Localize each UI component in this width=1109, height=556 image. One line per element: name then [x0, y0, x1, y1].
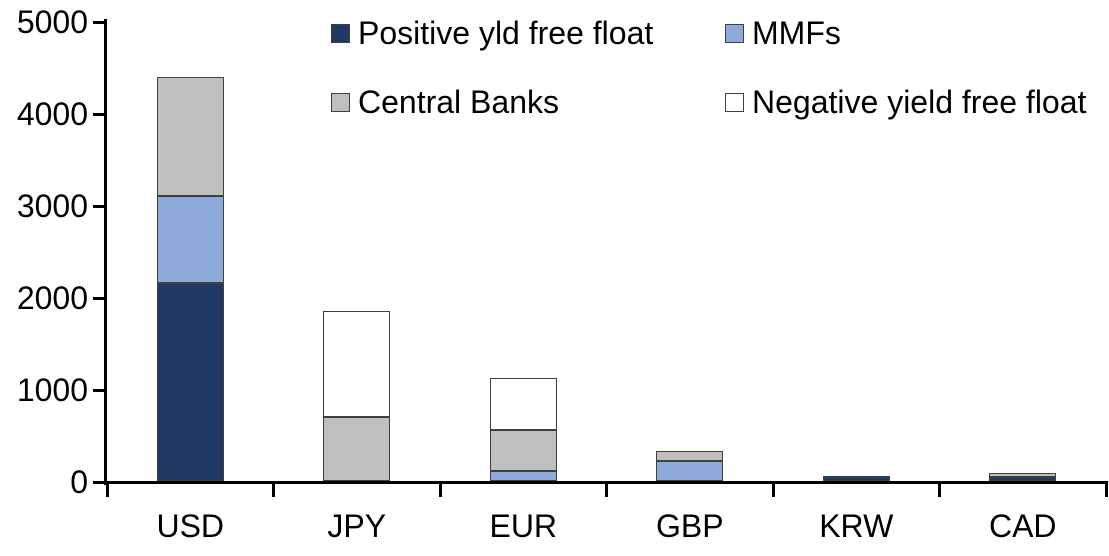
- bar-segment-usd-positive-yld-free-float: [156, 283, 224, 481]
- legend-label: MMFs: [752, 15, 841, 51]
- legend-label: Central Banks: [358, 84, 559, 120]
- legend-swatch-central-banks: [331, 92, 350, 112]
- bar-segment-eur-central-banks: [489, 430, 557, 471]
- x-axis-tick: [605, 481, 608, 497]
- bar-segment-cad-central-banks: [989, 473, 1057, 478]
- legend-item-positive-yld-free-float: Positive yld free float: [331, 15, 653, 51]
- x-axis-category-label-cad: CAD: [988, 508, 1057, 544]
- x-axis-category-label-krw: KRW: [819, 508, 894, 544]
- y-axis-tick-label: 0: [70, 464, 88, 500]
- x-axis-tick: [105, 481, 109, 497]
- legend-item-mmfs: MMFs: [725, 15, 841, 51]
- y-axis-tick-label: 5000: [16, 4, 88, 40]
- bar-segment-eur-negative-yield-free-float: [489, 377, 557, 431]
- y-axis-tick-label: 4000: [16, 96, 88, 132]
- x-axis-tick: [272, 481, 275, 497]
- x-axis-tick: [938, 481, 941, 497]
- bar-segment-gbp-central-banks: [656, 450, 724, 461]
- x-axis-category-label-gbp: GBP: [655, 508, 724, 544]
- y-axis-tick-label: 2000: [16, 280, 88, 316]
- x-axis-tick: [771, 481, 775, 497]
- bar-segment-usd-central-banks: [156, 77, 224, 196]
- legend-label: Positive yld free float: [358, 15, 654, 51]
- y-axis-tick: [93, 296, 104, 300]
- bar-segment-krw-positive-yld-free-float: [822, 476, 890, 481]
- bar-segment-jpy-negative-yield-free-float: [323, 310, 391, 417]
- x-axis-tick: [438, 481, 442, 497]
- legend-item-negative-yield-free-float: Negative yield free float: [725, 84, 1086, 120]
- x-axis-category-label-usd: USD: [156, 508, 225, 544]
- bar-segment-cad-positive-yld-free-float: [989, 477, 1057, 481]
- y-axis-tick: [93, 388, 104, 392]
- legend-swatch-positive-yld-free-float: [331, 23, 350, 43]
- y-axis-line: [104, 19, 107, 485]
- legend-item-central-banks: Central Banks: [331, 84, 559, 120]
- legend-swatch-mmfs: [725, 23, 744, 43]
- legend-label: Negative yield free float: [752, 84, 1087, 120]
- bar-segment-jpy-central-banks: [323, 416, 391, 481]
- x-axis-category-label-eur: EUR: [489, 508, 558, 544]
- y-axis-tick: [93, 204, 104, 208]
- y-axis-tick-label: 1000: [16, 372, 88, 408]
- x-axis-category-label-jpy: JPY: [327, 508, 387, 544]
- y-axis-tick: [93, 480, 104, 484]
- bar-segment-usd-mmfs: [156, 195, 224, 284]
- bar-segment-gbp-mmfs: [656, 460, 724, 481]
- bar-segment-eur-mmfs: [489, 470, 557, 481]
- legend-swatch-negative-yield-free-float: [725, 92, 744, 112]
- x-axis-tick: [1104, 481, 1108, 497]
- y-axis-tick-label: 3000: [16, 188, 88, 224]
- y-axis-tick: [93, 20, 104, 24]
- y-axis-tick: [93, 112, 104, 116]
